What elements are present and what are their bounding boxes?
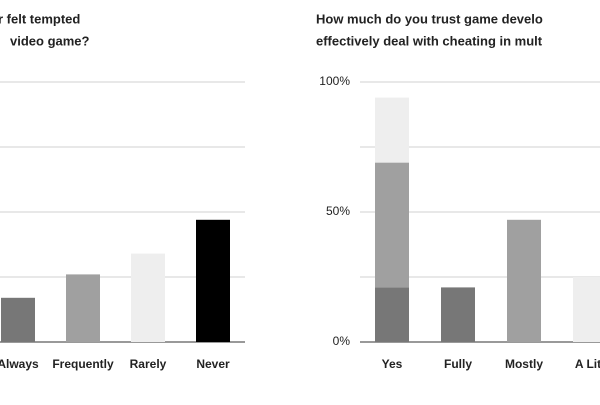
x-tick-label: Yes — [382, 357, 403, 371]
x-tick-label: Mostly — [505, 357, 543, 371]
chart-title: r felt tempted — [0, 11, 80, 26]
bar — [131, 253, 165, 342]
y-tick-label: 0% — [333, 334, 351, 348]
y-tick-label: 50% — [326, 204, 350, 218]
chart-title: How much do you trust game develo — [316, 11, 543, 26]
x-tick-label: Fully — [444, 357, 472, 371]
y-tick-label: 100% — [319, 74, 350, 88]
chart-title: effectively deal with cheating in mult — [316, 33, 543, 48]
x-tick-label: Rarely — [130, 357, 167, 371]
bar-segment — [441, 287, 475, 342]
bar — [1, 297, 35, 342]
bar — [66, 274, 100, 342]
bar — [196, 219, 230, 342]
bar-segment — [573, 277, 600, 342]
x-tick-label: A Litt — [575, 357, 600, 371]
bar-segment — [375, 97, 409, 163]
x-tick-label: Always — [0, 357, 39, 371]
x-tick-label: Frequently — [52, 357, 114, 371]
chart-title: video game? — [10, 33, 90, 48]
bar-segment — [507, 219, 541, 342]
x-tick-label: Never — [196, 357, 230, 371]
bar-segment — [375, 287, 409, 342]
bar-segment — [375, 162, 409, 288]
